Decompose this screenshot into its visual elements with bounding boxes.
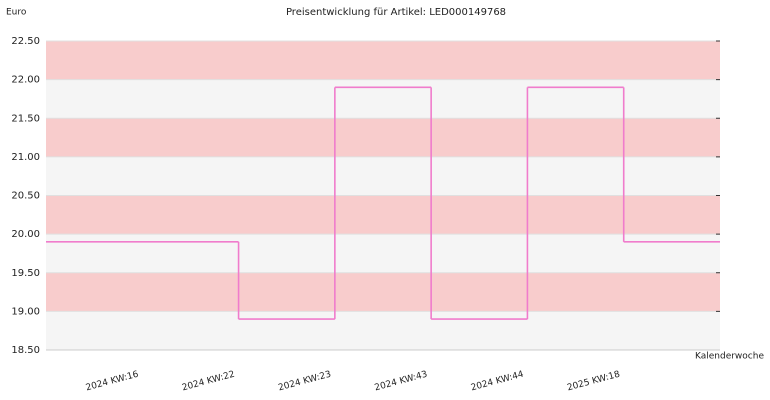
x-tick-label: 2024 KW:22 — [181, 370, 236, 394]
y-tick-label: 21.00 — [11, 152, 40, 163]
y-tick-label: 21.50 — [11, 113, 40, 124]
grid-band — [46, 41, 720, 80]
y-tick-label: 19.50 — [11, 268, 40, 279]
x-tick-label: 2024 KW:23 — [277, 370, 332, 394]
y-axis-label: Euro — [6, 8, 27, 18]
bands — [46, 41, 720, 350]
price-line — [46, 86, 720, 320]
grid-band — [46, 272, 720, 312]
x-tick-label: 2024 KW:44 — [470, 370, 525, 394]
y-tick-label: 20.00 — [11, 229, 40, 240]
y-tick-label: 19.00 — [11, 306, 40, 317]
grid-band — [46, 311, 720, 350]
grid-band — [46, 195, 720, 235]
y-tick-label: 22.50 — [11, 36, 40, 47]
chart-title: Preisentwicklung für Artikel: LED0001497… — [286, 7, 506, 18]
x-axis-label: Kalenderwoche — [695, 352, 764, 362]
x-tick-label: 2024 KW:43 — [374, 370, 429, 394]
y-tick-label: 20.50 — [11, 191, 40, 202]
y-tick-label: 22.00 — [11, 75, 40, 86]
grid-band — [46, 79, 720, 119]
x-tick-label: 2024 KW:16 — [85, 370, 140, 394]
grid-band — [46, 156, 720, 196]
grid-band — [46, 118, 720, 157]
x-tick-label: 2025 KW:18 — [566, 370, 621, 394]
grid-band — [46, 234, 720, 273]
y-tick-label: 18.50 — [11, 345, 40, 356]
grid — [46, 40, 720, 351]
